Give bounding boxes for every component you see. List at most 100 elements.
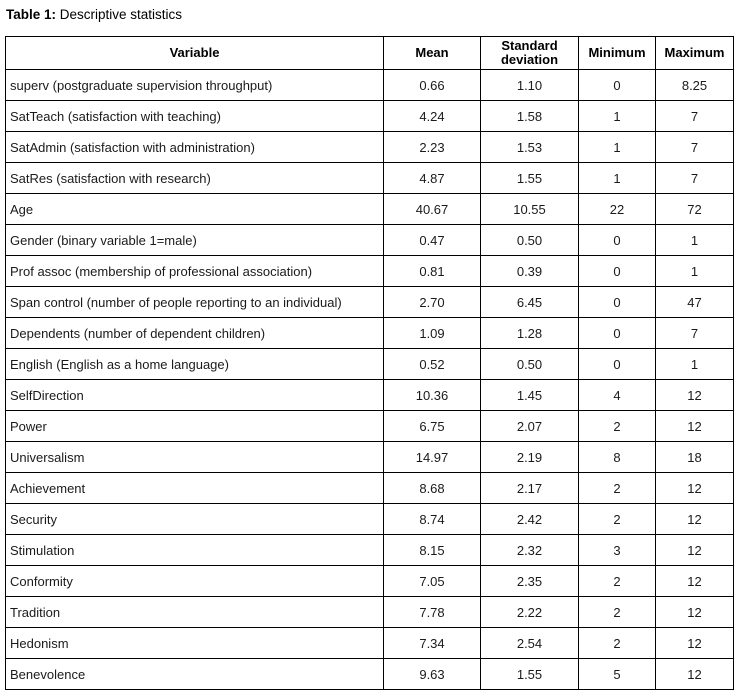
maximum-cell: 7 bbox=[655, 100, 734, 132]
standard-deviation-cell: 6.45 bbox=[480, 286, 579, 318]
variable-cell: Security bbox=[5, 503, 384, 535]
mean-cell: 4.87 bbox=[383, 162, 481, 194]
standard-deviation-cell: 0.50 bbox=[480, 348, 579, 380]
standard-deviation-cell: 0.39 bbox=[480, 255, 579, 287]
header-mean: Mean bbox=[383, 36, 481, 70]
variable-cell: English (English as a home language) bbox=[5, 348, 384, 380]
table-row: English (English as a home language) 0.5… bbox=[5, 348, 734, 380]
mean-cell: 8.74 bbox=[383, 503, 481, 535]
table-row: SelfDirection 10.36 1.45 4 12 bbox=[5, 379, 734, 411]
variable-cell: Span control (number of people reporting… bbox=[5, 286, 384, 318]
variable-cell: Gender (binary variable 1=male) bbox=[5, 224, 384, 256]
variable-cell: Tradition bbox=[5, 596, 384, 628]
mean-cell: 8.68 bbox=[383, 472, 481, 504]
table-row: Stimulation 8.15 2.32 3 12 bbox=[5, 534, 734, 566]
variable-cell: Power bbox=[5, 410, 384, 442]
minimum-cell: 0 bbox=[578, 348, 656, 380]
minimum-cell: 1 bbox=[578, 100, 656, 132]
maximum-cell: 7 bbox=[655, 317, 734, 349]
standard-deviation-cell: 2.17 bbox=[480, 472, 579, 504]
table-row: SatTeach (satisfaction with teaching) 4.… bbox=[5, 100, 734, 132]
minimum-cell: 4 bbox=[578, 379, 656, 411]
variable-cell: Achievement bbox=[5, 472, 384, 504]
mean-cell: 2.70 bbox=[383, 286, 481, 318]
standard-deviation-cell: 2.42 bbox=[480, 503, 579, 535]
maximum-cell: 8.25 bbox=[655, 69, 734, 101]
mean-cell: 0.52 bbox=[383, 348, 481, 380]
standard-deviation-cell: 1.55 bbox=[480, 162, 579, 194]
table-row: Achievement 8.68 2.17 2 12 bbox=[5, 472, 734, 504]
maximum-cell: 18 bbox=[655, 441, 734, 473]
mean-cell: 6.75 bbox=[383, 410, 481, 442]
header-maximum: Maximum bbox=[655, 36, 734, 70]
header-minimum: Minimum bbox=[578, 36, 656, 70]
variable-cell: Conformity bbox=[5, 565, 384, 597]
table-row: Age 40.67 10.55 22 72 bbox=[5, 193, 734, 225]
minimum-cell: 22 bbox=[578, 193, 656, 225]
header-standard-deviation: Standard deviation bbox=[480, 36, 579, 70]
variable-cell: Benevolence bbox=[5, 658, 384, 690]
variable-cell: Age bbox=[5, 193, 384, 225]
maximum-cell: 12 bbox=[655, 534, 734, 566]
table-caption-text: Descriptive statistics bbox=[56, 7, 183, 22]
mean-cell: 10.36 bbox=[383, 379, 481, 411]
mean-cell: 14.97 bbox=[383, 441, 481, 473]
table-row: SatRes (satisfaction with research) 4.87… bbox=[5, 162, 734, 194]
minimum-cell: 2 bbox=[578, 565, 656, 597]
minimum-cell: 3 bbox=[578, 534, 656, 566]
minimum-cell: 2 bbox=[578, 627, 656, 659]
variable-cell: Stimulation bbox=[5, 534, 384, 566]
variable-cell: Hedonism bbox=[5, 627, 384, 659]
standard-deviation-cell: 10.55 bbox=[480, 193, 579, 225]
table-caption-label: Table 1: bbox=[6, 7, 57, 22]
mean-cell: 9.63 bbox=[383, 658, 481, 690]
variable-cell: Dependents (number of dependent children… bbox=[5, 317, 384, 349]
standard-deviation-cell: 1.55 bbox=[480, 658, 579, 690]
mean-cell: 1.09 bbox=[383, 317, 481, 349]
table-header: Variable Mean Standard deviation Minimum… bbox=[5, 36, 734, 70]
table-row: Tradition 7.78 2.22 2 12 bbox=[5, 596, 734, 628]
mean-cell: 7.34 bbox=[383, 627, 481, 659]
table-row: Hedonism 7.34 2.54 2 12 bbox=[5, 627, 734, 659]
header-variable: Variable bbox=[5, 36, 384, 70]
mean-cell: 0.66 bbox=[383, 69, 481, 101]
variable-cell: Prof assoc (membership of professional a… bbox=[5, 255, 384, 287]
minimum-cell: 0 bbox=[578, 69, 656, 101]
standard-deviation-cell: 2.22 bbox=[480, 596, 579, 628]
standard-deviation-cell: 2.54 bbox=[480, 627, 579, 659]
minimum-cell: 1 bbox=[578, 162, 656, 194]
standard-deviation-cell: 1.45 bbox=[480, 379, 579, 411]
table-row: SatAdmin (satisfaction with administrati… bbox=[5, 131, 734, 163]
maximum-cell: 1 bbox=[655, 255, 734, 287]
maximum-cell: 12 bbox=[655, 627, 734, 659]
mean-cell: 2.23 bbox=[383, 131, 481, 163]
mean-cell: 40.67 bbox=[383, 193, 481, 225]
variable-cell: SatAdmin (satisfaction with administrati… bbox=[5, 131, 384, 163]
maximum-cell: 12 bbox=[655, 596, 734, 628]
table-row: Span control (number of people reporting… bbox=[5, 286, 734, 318]
standard-deviation-cell: 0.50 bbox=[480, 224, 579, 256]
minimum-cell: 2 bbox=[578, 472, 656, 504]
descriptive-statistics-table: Variable Mean Standard deviation Minimum… bbox=[5, 36, 734, 690]
variable-cell: SelfDirection bbox=[5, 379, 384, 411]
mean-cell: 7.78 bbox=[383, 596, 481, 628]
mean-cell: 0.47 bbox=[383, 224, 481, 256]
table-row: Gender (binary variable 1=male) 0.47 0.5… bbox=[5, 224, 734, 256]
table-caption: Table 1: Descriptive statistics bbox=[6, 7, 741, 22]
standard-deviation-cell: 2.19 bbox=[480, 441, 579, 473]
standard-deviation-cell: 2.07 bbox=[480, 410, 579, 442]
minimum-cell: 0 bbox=[578, 224, 656, 256]
minimum-cell: 8 bbox=[578, 441, 656, 473]
maximum-cell: 12 bbox=[655, 658, 734, 690]
minimum-cell: 2 bbox=[578, 410, 656, 442]
maximum-cell: 1 bbox=[655, 348, 734, 380]
minimum-cell: 0 bbox=[578, 317, 656, 349]
standard-deviation-cell: 1.10 bbox=[480, 69, 579, 101]
mean-cell: 7.05 bbox=[383, 565, 481, 597]
maximum-cell: 7 bbox=[655, 131, 734, 163]
minimum-cell: 1 bbox=[578, 131, 656, 163]
maximum-cell: 72 bbox=[655, 193, 734, 225]
maximum-cell: 1 bbox=[655, 224, 734, 256]
mean-cell: 4.24 bbox=[383, 100, 481, 132]
